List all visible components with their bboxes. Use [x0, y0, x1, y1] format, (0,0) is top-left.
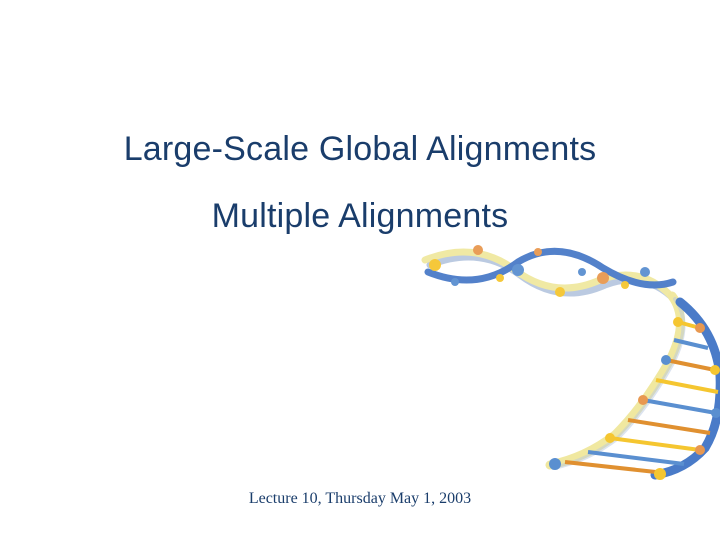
footer-text: Lecture 10, Thursday May 1, 2003 — [0, 490, 720, 508]
title-block: Large-Scale Global Alignments Multiple A… — [0, 130, 720, 236]
dna-helix-icon — [360, 230, 720, 480]
slide-container: Large-Scale Global Alignments Multiple A… — [0, 0, 720, 540]
title-line-1: Large-Scale Global Alignments — [0, 130, 720, 169]
